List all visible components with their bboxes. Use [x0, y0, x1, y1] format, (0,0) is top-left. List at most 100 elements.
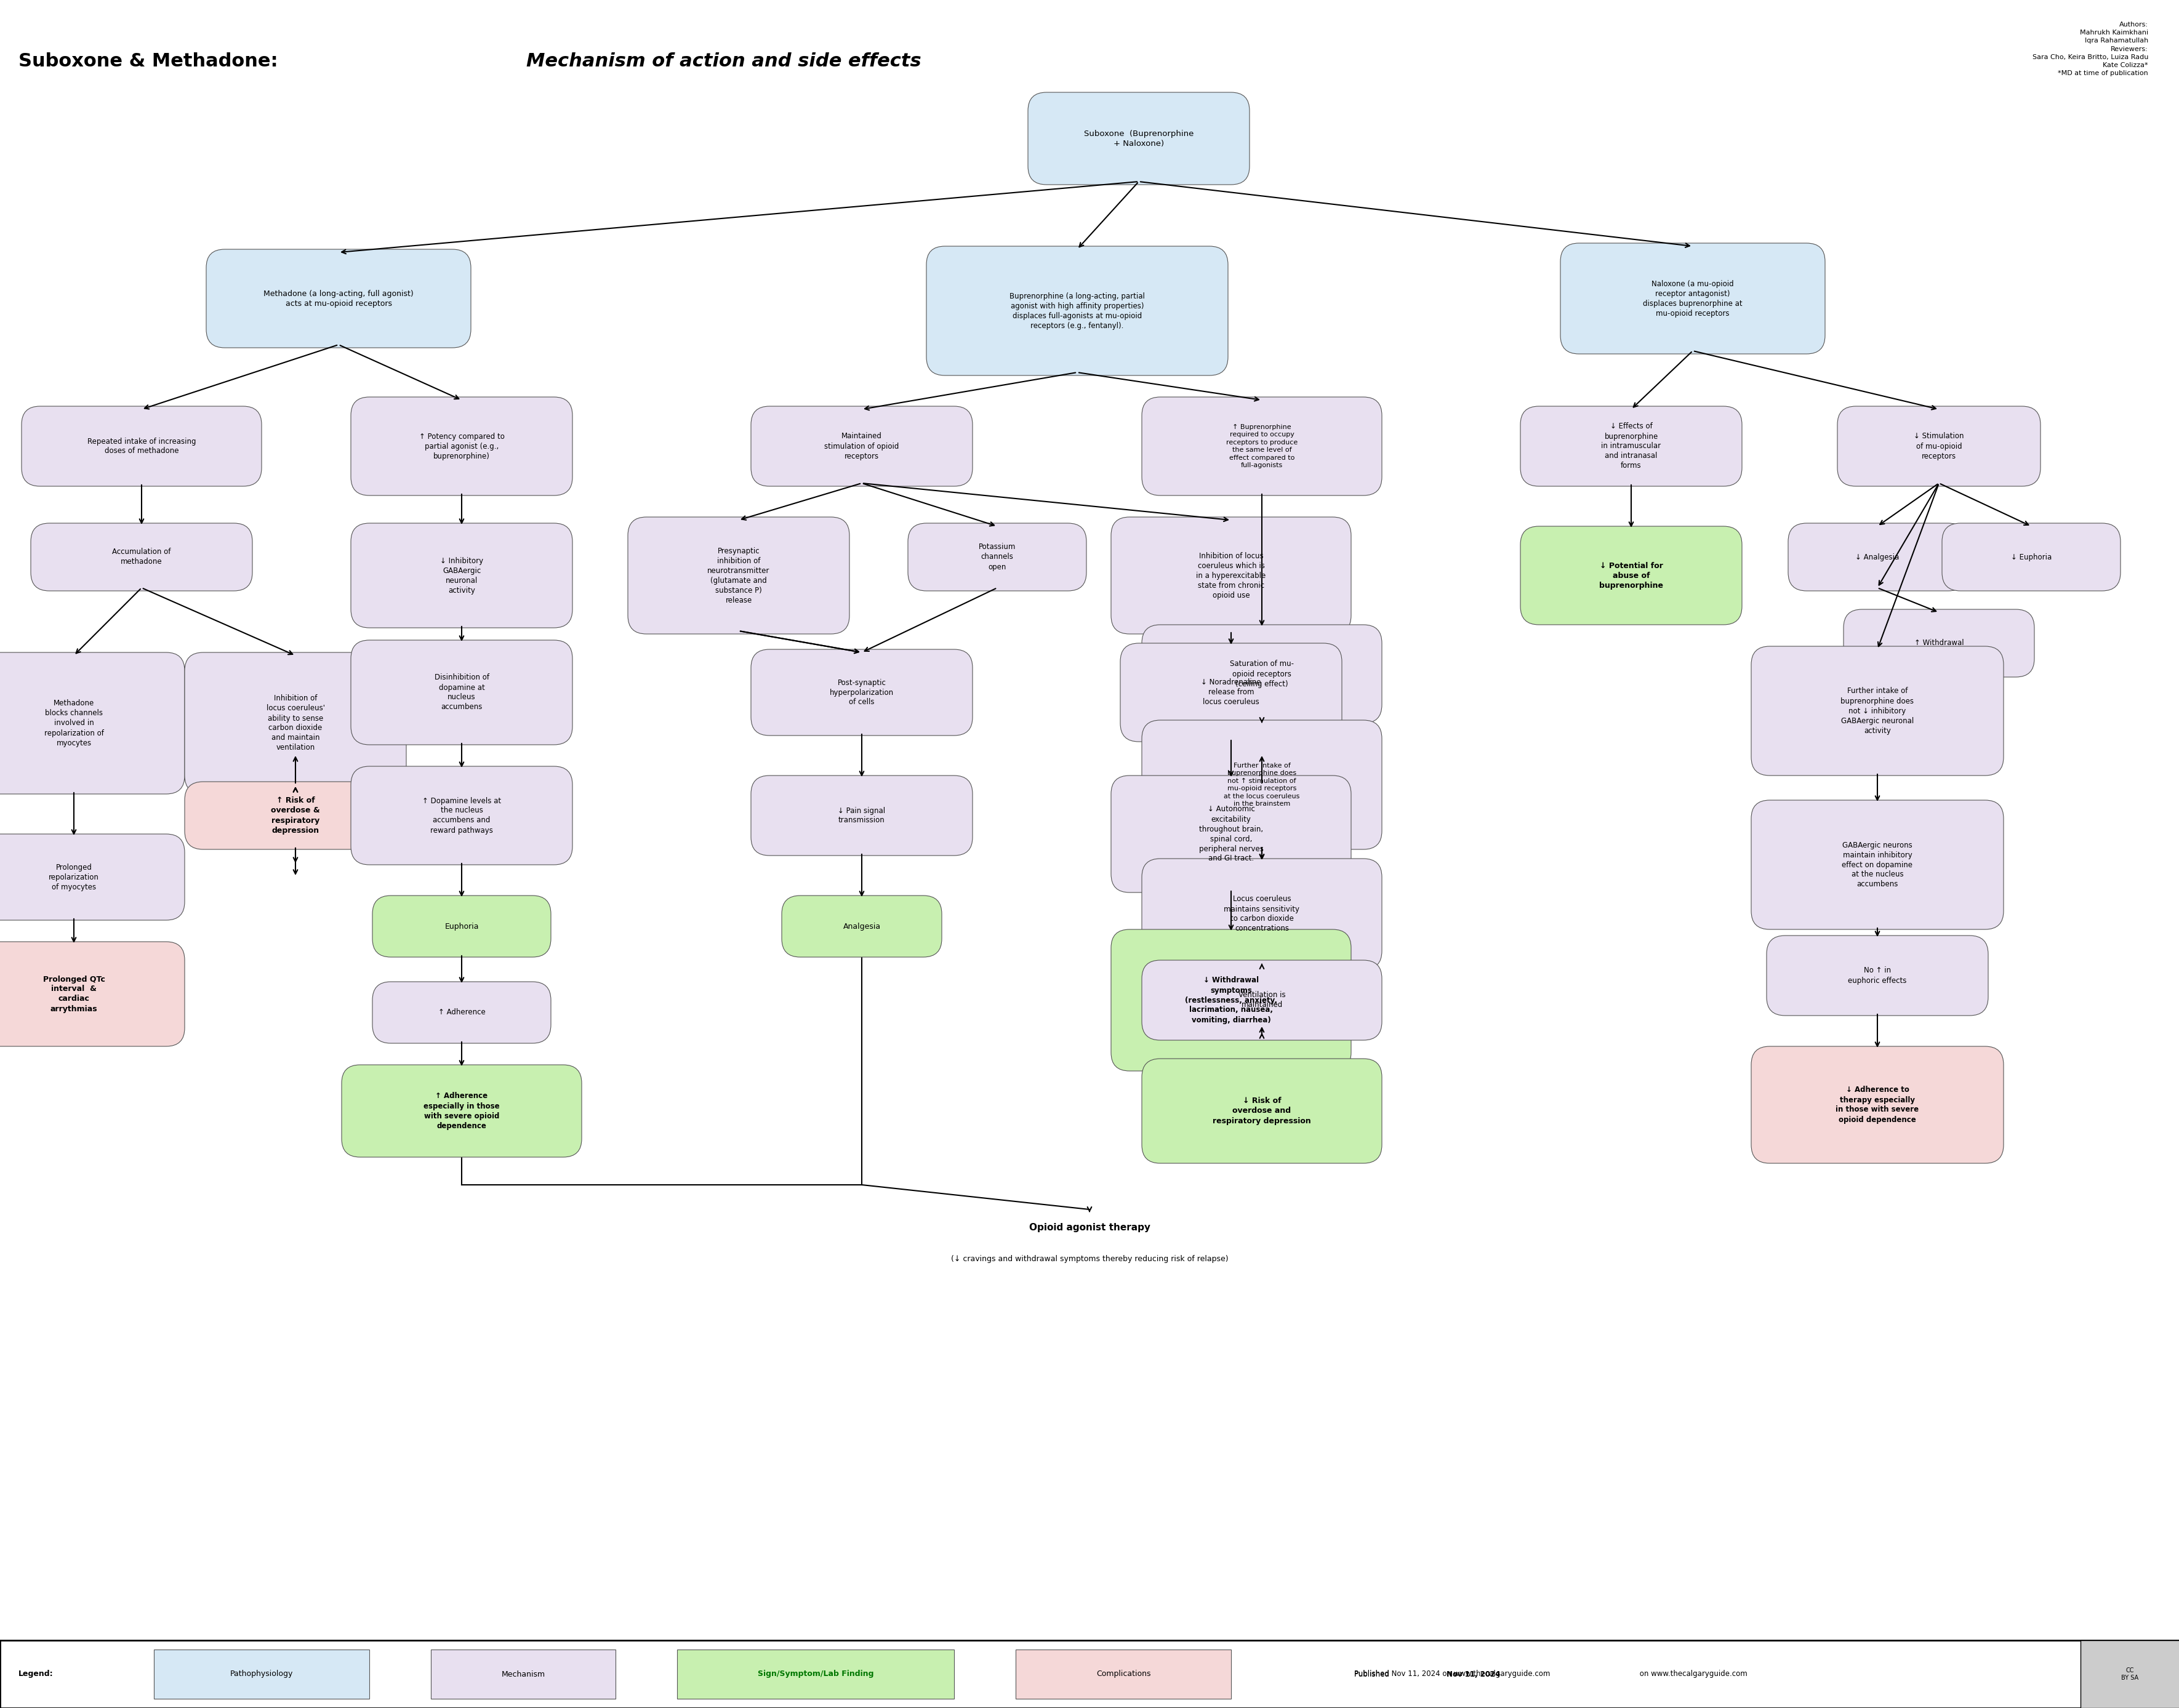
Text: Legend:: Legend:: [17, 1670, 52, 1679]
FancyBboxPatch shape: [373, 982, 551, 1044]
FancyBboxPatch shape: [1843, 610, 2033, 676]
Text: No ↑ in
euphoric effects: No ↑ in euphoric effects: [1848, 967, 1907, 984]
Text: Presynaptic
inhibition of
neurotransmitter
(glutamate and
substance P)
release: Presynaptic inhibition of neurotransmitt…: [708, 547, 769, 605]
FancyBboxPatch shape: [207, 249, 471, 348]
Text: CC
BY SA: CC BY SA: [2120, 1667, 2138, 1681]
Text: Authors:
Mahrukh Kaimkhani
Iqra Rahamatullah
Reviewers:
Sara Cho, Keira Britto, : Authors: Mahrukh Kaimkhani Iqra Rahamatu…: [2031, 22, 2148, 77]
FancyBboxPatch shape: [185, 782, 405, 849]
FancyBboxPatch shape: [752, 775, 972, 856]
Text: ↓ Euphoria: ↓ Euphoria: [2011, 553, 2050, 560]
FancyBboxPatch shape: [752, 407, 972, 487]
FancyBboxPatch shape: [1142, 1059, 1381, 1163]
Text: ↓ Stimulation
of mu-opioid
receptors: ↓ Stimulation of mu-opioid receptors: [1913, 432, 1963, 459]
FancyBboxPatch shape: [1142, 625, 1381, 722]
FancyBboxPatch shape: [1111, 775, 1351, 893]
Text: Prolonged
repolarization
of myocytes: Prolonged repolarization of myocytes: [48, 863, 98, 892]
Text: Post-synaptic
hyperpolarization
of cells: Post-synaptic hyperpolarization of cells: [830, 678, 893, 707]
FancyBboxPatch shape: [752, 649, 972, 736]
FancyBboxPatch shape: [31, 523, 253, 591]
Text: ↑ Adherence: ↑ Adherence: [438, 1008, 486, 1016]
Text: ↑ Withdrawal: ↑ Withdrawal: [1913, 639, 1963, 647]
FancyBboxPatch shape: [1142, 396, 1381, 495]
FancyBboxPatch shape: [22, 407, 261, 487]
Text: Maintained
stimulation of opioid
receptors: Maintained stimulation of opioid recepto…: [824, 432, 900, 459]
Bar: [155, 1650, 368, 1699]
Text: Suboxone  (Buprenorphine
+ Naloxone): Suboxone (Buprenorphine + Naloxone): [1083, 130, 1194, 147]
Text: ↓ Noradrenaline
release from
locus coeruleus: ↓ Noradrenaline release from locus coeru…: [1201, 678, 1262, 707]
Text: Prolonged QTc
interval  &
cardiac
arrythmias: Prolonged QTc interval & cardiac arrythm…: [44, 975, 105, 1013]
Text: ↓ Pain signal
transmission: ↓ Pain signal transmission: [837, 806, 885, 825]
Text: Euphoria: Euphoria: [445, 922, 479, 931]
Text: Ventilation is
maintained: Ventilation is maintained: [1238, 991, 1286, 1009]
Text: ↓ Risk of
overdose and
respiratory depression: ↓ Risk of overdose and respiratory depre…: [1212, 1097, 1310, 1126]
Text: ↓ Inhibitory
GABAergic
neuronal
activity: ↓ Inhibitory GABAergic neuronal activity: [440, 557, 484, 594]
FancyBboxPatch shape: [373, 895, 551, 956]
FancyBboxPatch shape: [342, 1064, 582, 1156]
Bar: [0, 1640, 2179, 1708]
FancyBboxPatch shape: [628, 518, 850, 634]
Text: ↓ Withdrawal
symptoms
(restlessness, anxiety,
lacrimation, nausea,
vomiting, dia: ↓ Withdrawal symptoms (restlessness, anx…: [1185, 977, 1277, 1023]
FancyBboxPatch shape: [185, 652, 405, 794]
FancyBboxPatch shape: [1787, 523, 1965, 591]
FancyBboxPatch shape: [1767, 936, 1987, 1016]
Bar: [2081, 1640, 2179, 1708]
Text: Buprenorphine (a long-acting, partial
agonist with high affinity properties)
dis: Buprenorphine (a long-acting, partial ag…: [1009, 292, 1144, 330]
Text: ↓ Potential for
abuse of
buprenorphine: ↓ Potential for abuse of buprenorphine: [1599, 562, 1663, 589]
FancyBboxPatch shape: [1521, 526, 1741, 625]
Text: ↑ Risk of
overdose &
respiratory
depression: ↑ Risk of overdose & respiratory depress…: [270, 796, 320, 834]
FancyBboxPatch shape: [909, 523, 1085, 591]
FancyBboxPatch shape: [351, 767, 573, 864]
FancyBboxPatch shape: [1111, 518, 1351, 634]
FancyBboxPatch shape: [1111, 929, 1351, 1071]
Text: ↑ Adherence
especially in those
with severe opioid
dependence: ↑ Adherence especially in those with sev…: [423, 1091, 499, 1129]
Text: ↑ Dopamine levels at
the nucleus
accumbens and
reward pathways: ↑ Dopamine levels at the nucleus accumbe…: [423, 796, 501, 834]
Text: ↓ Effects of
buprenorphine
in intramuscular
and intranasal
forms: ↓ Effects of buprenorphine in intramuscu…: [1602, 422, 1660, 470]
FancyBboxPatch shape: [351, 396, 573, 495]
Text: Further intake of
buprenorphine does
not ↓ inhibitory
GABAergic neuronal
activit: Further intake of buprenorphine does not…: [1841, 687, 1913, 734]
Text: Locus coeruleus
maintains sensitivity
to carbon dioxide
concentrations: Locus coeruleus maintains sensitivity to…: [1225, 895, 1299, 933]
FancyBboxPatch shape: [1142, 960, 1381, 1040]
FancyBboxPatch shape: [1028, 92, 1249, 184]
FancyBboxPatch shape: [0, 652, 185, 794]
Text: Analgesia: Analgesia: [843, 922, 880, 931]
Text: (↓ cravings and withdrawal symptoms thereby reducing risk of relapse): (↓ cravings and withdrawal symptoms ther…: [950, 1255, 1227, 1262]
Text: Potassium
channels
open: Potassium channels open: [978, 543, 1015, 570]
FancyBboxPatch shape: [1560, 243, 1824, 354]
Text: Pathophysiology: Pathophysiology: [231, 1670, 292, 1679]
FancyBboxPatch shape: [1142, 859, 1381, 970]
FancyBboxPatch shape: [1837, 407, 2040, 487]
Text: GABAergic neurons
maintain inhibitory
effect on dopamine
at the nucleus
accumben: GABAergic neurons maintain inhibitory ef…: [1841, 840, 1913, 888]
Text: Published Nov 11, 2024 on www.thecalgaryguide.com: Published Nov 11, 2024 on www.thecalgary…: [1353, 1670, 1549, 1679]
Text: ↑ Potency compared to
partial agonist (e.g.,
buprenorphine): ↑ Potency compared to partial agonist (e…: [418, 432, 503, 459]
Text: ↓ Adherence to
therapy especially
in those with severe
opioid dependence: ↓ Adherence to therapy especially in tho…: [1835, 1086, 1918, 1124]
Text: Saturation of mu-
opioid receptors
(ceiling effect): Saturation of mu- opioid receptors (ceil…: [1229, 659, 1294, 688]
Text: Repeated intake of increasing
doses of methadone: Repeated intake of increasing doses of m…: [87, 437, 196, 454]
Text: Mechanism: Mechanism: [501, 1670, 545, 1679]
Bar: [431, 1650, 614, 1699]
FancyBboxPatch shape: [0, 834, 185, 921]
Text: Complications: Complications: [1096, 1670, 1151, 1679]
Text: Inhibition of locus
coeruleus which is
in a hyperexcitable
state from chronic
op: Inhibition of locus coeruleus which is i…: [1196, 552, 1266, 600]
FancyBboxPatch shape: [926, 246, 1227, 376]
Bar: [1015, 1650, 1231, 1699]
FancyBboxPatch shape: [1120, 644, 1342, 741]
Text: Disinhibition of
dopamine at
nucleus
accumbens: Disinhibition of dopamine at nucleus acc…: [434, 673, 488, 711]
Text: Methadone (a long-acting, full agonist)
acts at mu-opioid receptors: Methadone (a long-acting, full agonist) …: [264, 290, 414, 307]
Text: Methadone
blocks channels
involved in
repolarization of
myocytes: Methadone blocks channels involved in re…: [44, 700, 105, 746]
Text: on www.thecalgaryguide.com: on www.thecalgaryguide.com: [1636, 1670, 1748, 1679]
Bar: [678, 1650, 954, 1699]
Text: ↓ Autonomic
excitability
throughout brain,
spinal cord,
peripheral nerves
and GI: ↓ Autonomic excitability throughout brai…: [1198, 806, 1264, 863]
FancyBboxPatch shape: [1142, 721, 1381, 849]
Text: Naloxone (a mu-opioid
receptor antagonist)
displaces buprenorphine at
mu-opioid : Naloxone (a mu-opioid receptor antagonis…: [1643, 280, 1741, 318]
FancyBboxPatch shape: [1941, 523, 2120, 591]
FancyBboxPatch shape: [1750, 799, 2003, 929]
FancyBboxPatch shape: [1750, 1047, 2003, 1163]
FancyBboxPatch shape: [0, 941, 185, 1047]
FancyBboxPatch shape: [782, 895, 941, 956]
Text: ↓ Analgesia: ↓ Analgesia: [1854, 553, 1898, 560]
FancyBboxPatch shape: [1521, 407, 1741, 487]
FancyBboxPatch shape: [1750, 646, 2003, 775]
FancyBboxPatch shape: [351, 523, 573, 629]
Text: Sign/Symptom/Lab Finding: Sign/Symptom/Lab Finding: [758, 1670, 874, 1679]
Text: ↑ Buprenorphine
required to occupy
receptors to produce
the same level of
effect: ↑ Buprenorphine required to occupy recep…: [1227, 424, 1297, 468]
